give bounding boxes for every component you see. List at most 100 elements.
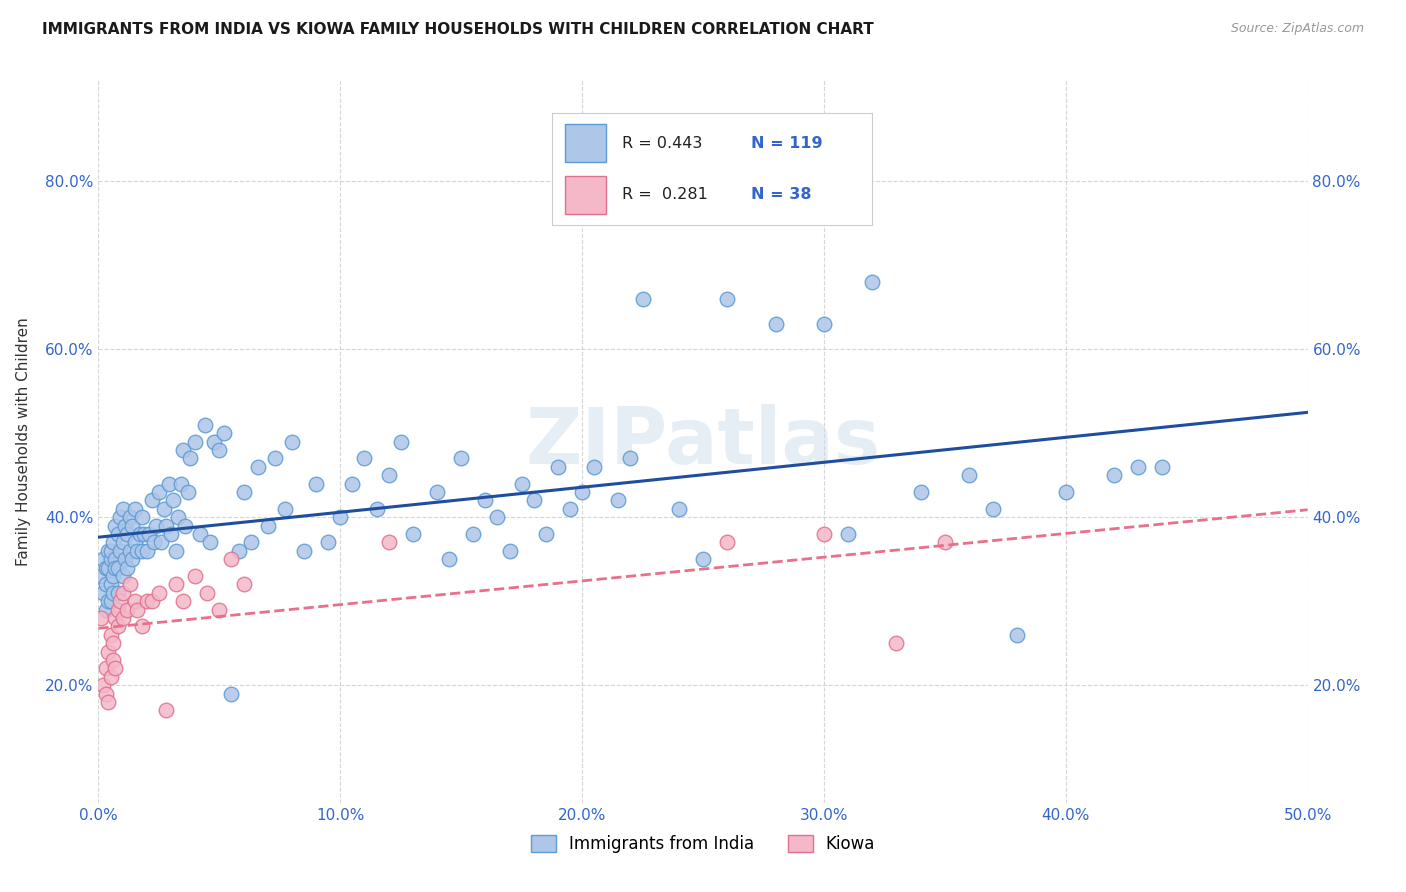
Point xyxy=(111,535,134,549)
Point xyxy=(121,552,143,566)
Point xyxy=(208,602,231,616)
Point xyxy=(607,493,630,508)
Point xyxy=(353,451,375,466)
Point xyxy=(631,292,654,306)
Point xyxy=(981,501,1004,516)
Point xyxy=(94,560,117,574)
Point xyxy=(157,476,180,491)
Text: Source: ZipAtlas.com: Source: ZipAtlas.com xyxy=(1230,22,1364,36)
Point xyxy=(155,703,177,717)
Point xyxy=(121,518,143,533)
Point xyxy=(148,586,170,600)
Point xyxy=(114,518,136,533)
Point xyxy=(117,602,139,616)
Point xyxy=(198,535,221,549)
Point xyxy=(152,501,174,516)
Point xyxy=(160,527,183,541)
Point xyxy=(292,543,315,558)
Point xyxy=(101,569,124,583)
Point xyxy=(155,518,177,533)
Point xyxy=(813,317,835,331)
Point xyxy=(450,451,472,466)
Point xyxy=(111,501,134,516)
Point xyxy=(94,577,117,591)
Point xyxy=(534,527,557,541)
Point xyxy=(232,577,254,591)
Point xyxy=(716,535,738,549)
Point xyxy=(523,493,546,508)
Point xyxy=(208,442,231,457)
Legend: Immigrants from India, Kiowa: Immigrants from India, Kiowa xyxy=(524,828,882,860)
Point xyxy=(692,552,714,566)
Point xyxy=(1128,459,1150,474)
Point xyxy=(886,636,908,650)
Point xyxy=(111,586,134,600)
Point xyxy=(765,317,787,331)
Point xyxy=(184,569,207,583)
Point xyxy=(366,501,388,516)
Point xyxy=(124,594,146,608)
Point xyxy=(510,476,533,491)
Point xyxy=(101,535,124,549)
Point xyxy=(188,527,211,541)
Point xyxy=(195,586,218,600)
Point xyxy=(316,535,339,549)
Point xyxy=(860,275,883,289)
Point xyxy=(138,527,160,541)
Point xyxy=(97,695,120,709)
Point xyxy=(172,442,194,457)
Point xyxy=(402,527,425,541)
Point xyxy=(107,560,129,574)
Point xyxy=(114,552,136,566)
Point xyxy=(101,653,124,667)
Point xyxy=(165,577,187,591)
Point xyxy=(118,543,141,558)
Point xyxy=(329,510,352,524)
Point xyxy=(256,518,278,533)
Point xyxy=(342,476,364,491)
Point xyxy=(583,459,606,474)
Point xyxy=(232,485,254,500)
Point xyxy=(97,594,120,608)
Point xyxy=(145,518,167,533)
Point xyxy=(131,619,153,633)
Point xyxy=(107,619,129,633)
Point xyxy=(221,552,243,566)
Point xyxy=(169,476,191,491)
Point xyxy=(141,493,163,508)
Point xyxy=(264,451,287,466)
Point xyxy=(619,451,641,466)
Point xyxy=(118,510,141,524)
Point xyxy=(100,577,122,591)
Point xyxy=(486,510,509,524)
Point xyxy=(108,510,131,524)
Point xyxy=(957,468,980,483)
Point xyxy=(837,527,859,541)
Point xyxy=(127,543,149,558)
Point xyxy=(101,586,124,600)
Point xyxy=(141,594,163,608)
Point xyxy=(148,485,170,500)
Point xyxy=(124,535,146,549)
Point xyxy=(437,552,460,566)
Point xyxy=(131,510,153,524)
Point xyxy=(426,485,449,500)
Point xyxy=(463,527,485,541)
Point xyxy=(547,459,569,474)
Text: ZIPatlas: ZIPatlas xyxy=(526,403,880,480)
Point xyxy=(104,552,127,566)
Point xyxy=(910,485,932,500)
Point xyxy=(90,611,112,625)
Point xyxy=(184,434,207,449)
Point xyxy=(571,485,593,500)
Point xyxy=(934,535,956,549)
Point xyxy=(101,636,124,650)
Point xyxy=(228,543,250,558)
Point xyxy=(716,292,738,306)
Point xyxy=(94,661,117,675)
Point xyxy=(558,501,581,516)
Point xyxy=(389,434,412,449)
Point xyxy=(377,468,399,483)
Point xyxy=(100,552,122,566)
Point xyxy=(239,535,262,549)
